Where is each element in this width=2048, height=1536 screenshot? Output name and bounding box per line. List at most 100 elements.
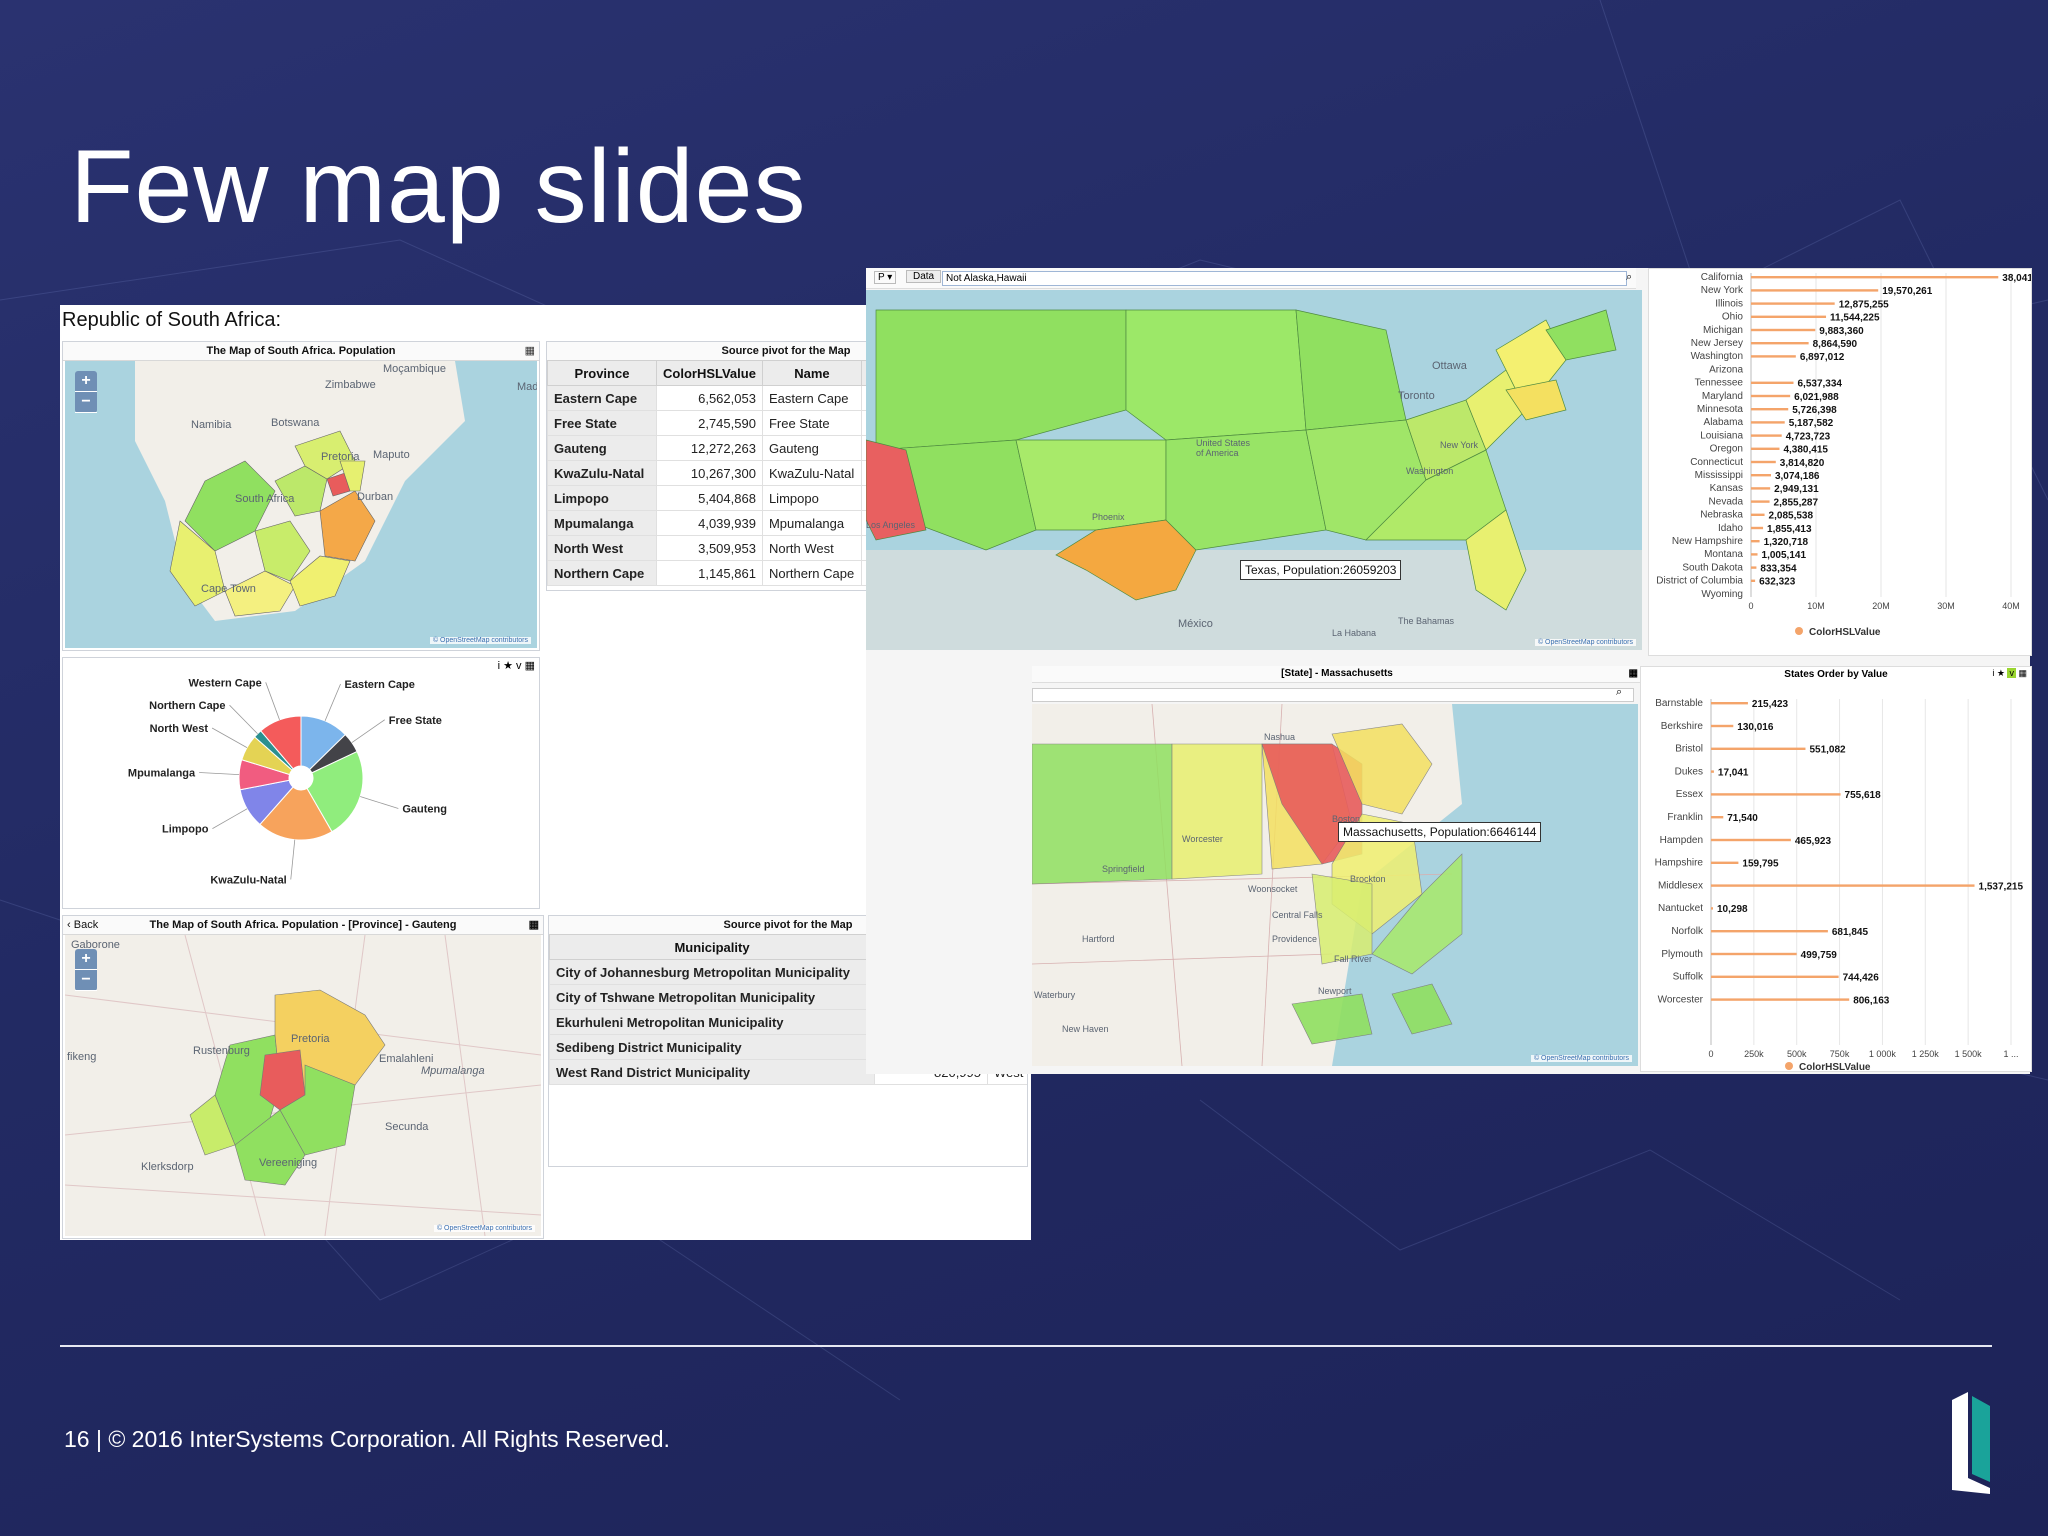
column-header[interactable]: Name bbox=[761, 360, 862, 386]
ma-filter-input[interactable] bbox=[1032, 688, 1634, 702]
v-icon[interactable]: v bbox=[2007, 668, 2016, 678]
legend-marker[interactable] bbox=[1795, 627, 1803, 635]
data-button[interactable]: Data bbox=[906, 270, 942, 283]
row-header: KwaZulu-Natal bbox=[547, 460, 657, 486]
value-label: 12,875,255 bbox=[1839, 299, 1889, 310]
pie-slice[interactable] bbox=[300, 715, 347, 771]
map-label: Namibia bbox=[191, 419, 232, 431]
legend-label[interactable]: ColorHSLValue bbox=[1799, 1062, 1871, 1073]
back-button[interactable]: ‹ Back bbox=[67, 919, 99, 931]
map-label: Klerksdorp bbox=[141, 1161, 194, 1173]
bar[interactable] bbox=[1711, 884, 1975, 887]
category-label: Nevada bbox=[1709, 496, 1744, 507]
info-icon[interactable]: i bbox=[497, 660, 501, 672]
bar[interactable] bbox=[1751, 394, 1791, 398]
bar[interactable] bbox=[1711, 793, 1841, 796]
pie-slice[interactable] bbox=[306, 750, 364, 833]
column-header[interactable]: ColorHSLValue bbox=[656, 360, 763, 386]
bar[interactable] bbox=[1751, 315, 1827, 318]
bar[interactable] bbox=[1751, 276, 1999, 279]
tick-label: 0 bbox=[1748, 601, 1753, 611]
category-label: California bbox=[1701, 272, 1744, 283]
bar[interactable] bbox=[1751, 460, 1776, 464]
bar[interactable] bbox=[1751, 434, 1782, 437]
bar[interactable] bbox=[1751, 540, 1760, 543]
bar[interactable] bbox=[1751, 553, 1758, 556]
bar[interactable] bbox=[1711, 838, 1791, 842]
bar[interactable] bbox=[1751, 342, 1809, 345]
bar[interactable] bbox=[1711, 724, 1734, 728]
bar[interactable] bbox=[1751, 487, 1771, 490]
search-icon[interactable]: ⌕ bbox=[1626, 271, 1633, 283]
bar[interactable] bbox=[1711, 975, 1839, 978]
bar[interactable] bbox=[1751, 566, 1757, 569]
grid-icon[interactable]: ▦ bbox=[2018, 668, 2027, 678]
row-header: Gauteng bbox=[547, 435, 657, 461]
bar[interactable] bbox=[1751, 579, 1756, 582]
bar[interactable] bbox=[1751, 381, 1794, 384]
tick-label: 10M bbox=[1807, 601, 1825, 611]
bar[interactable] bbox=[1751, 355, 1796, 358]
bar[interactable] bbox=[1711, 952, 1797, 956]
bar[interactable] bbox=[1751, 526, 1764, 530]
bar[interactable] bbox=[1751, 474, 1771, 477]
legend-marker[interactable] bbox=[1785, 1062, 1793, 1070]
zoom-in-button[interactable]: + bbox=[75, 949, 97, 970]
column-header[interactable]: Municipality bbox=[549, 934, 875, 960]
bar[interactable] bbox=[1751, 289, 1879, 292]
ma-map[interactable]: Nashua Boston Worcester Springfield Hart… bbox=[1032, 704, 1638, 1066]
bar[interactable] bbox=[1751, 421, 1785, 424]
tick-label: 20M bbox=[1872, 601, 1890, 611]
bar[interactable] bbox=[1751, 513, 1765, 516]
star-icon[interactable]: ★ bbox=[503, 660, 513, 672]
category-label: New York bbox=[1701, 285, 1744, 296]
bar[interactable] bbox=[1711, 702, 1748, 705]
info-icon[interactable]: i bbox=[1992, 668, 1995, 678]
sa-map[interactable]: + − Moçambique Zimbabwe Namibia Botswana… bbox=[65, 361, 537, 648]
zoom-out-button[interactable]: − bbox=[75, 970, 97, 991]
pie-slice[interactable] bbox=[259, 786, 333, 841]
category-label: Suffolk bbox=[1673, 972, 1704, 983]
value-label: 159,795 bbox=[1742, 859, 1779, 870]
grid-icon[interactable]: ▦ bbox=[1628, 668, 1638, 679]
bar[interactable] bbox=[1711, 770, 1714, 773]
map-label: Botswana bbox=[271, 417, 320, 429]
bar[interactable] bbox=[1751, 408, 1789, 411]
pie-connector bbox=[324, 683, 341, 722]
bar[interactable] bbox=[1711, 816, 1724, 819]
grid-icon[interactable]: ▦ bbox=[524, 345, 535, 357]
osm-attribution[interactable]: © OpenStreetMap contributors bbox=[433, 1225, 535, 1232]
osm-attribution[interactable]: © OpenStreetMap contributors bbox=[1530, 1055, 1632, 1062]
value-label: 4,380,415 bbox=[1783, 445, 1828, 456]
bar[interactable] bbox=[1751, 500, 1770, 503]
pie-label: Western Cape bbox=[189, 677, 262, 689]
bar[interactable] bbox=[1711, 747, 1806, 750]
search-icon[interactable]: ⌕ bbox=[1616, 686, 1623, 698]
filter-input[interactable]: Not Alaska,Hawaii bbox=[942, 271, 1627, 286]
osm-attribution[interactable]: © OpenStreetMap contributors bbox=[1534, 639, 1636, 646]
column-header[interactable]: Province bbox=[547, 360, 657, 386]
zoom-in-button[interactable]: + bbox=[75, 371, 97, 392]
us-map[interactable]: Ottawa Toronto New York Washington Unite… bbox=[866, 290, 1642, 650]
bar[interactable] bbox=[1711, 861, 1739, 864]
osm-attribution[interactable]: © OpenStreetMap contributors bbox=[429, 637, 531, 644]
star-icon[interactable]: ★ bbox=[1996, 668, 2005, 678]
pivot-select[interactable]: P ▾ bbox=[874, 271, 897, 284]
grid-icon[interactable]: ▦ bbox=[524, 660, 535, 672]
ma-chart-toolbar: i ★ v ▦ bbox=[1992, 668, 2027, 679]
legend-label[interactable]: ColorHSLValue bbox=[1809, 627, 1881, 638]
v-icon[interactable]: v bbox=[516, 660, 522, 672]
map-label: Providence bbox=[1272, 934, 1318, 944]
bar[interactable] bbox=[1751, 328, 1816, 332]
bar[interactable] bbox=[1711, 907, 1713, 910]
bar[interactable] bbox=[1711, 998, 1850, 1001]
bar[interactable] bbox=[1751, 302, 1835, 305]
pie-slice[interactable] bbox=[239, 779, 294, 826]
pie-slice[interactable] bbox=[260, 715, 302, 770]
bar[interactable] bbox=[1711, 930, 1828, 933]
map-label: New Haven bbox=[1062, 1024, 1109, 1034]
grid-icon[interactable]: ▦ bbox=[528, 919, 539, 931]
bar[interactable] bbox=[1751, 447, 1780, 450]
zoom-out-button[interactable]: − bbox=[75, 392, 97, 413]
gauteng-map[interactable]: + − Gaborone Pretoria Rustenburg Emalahl… bbox=[65, 935, 541, 1236]
